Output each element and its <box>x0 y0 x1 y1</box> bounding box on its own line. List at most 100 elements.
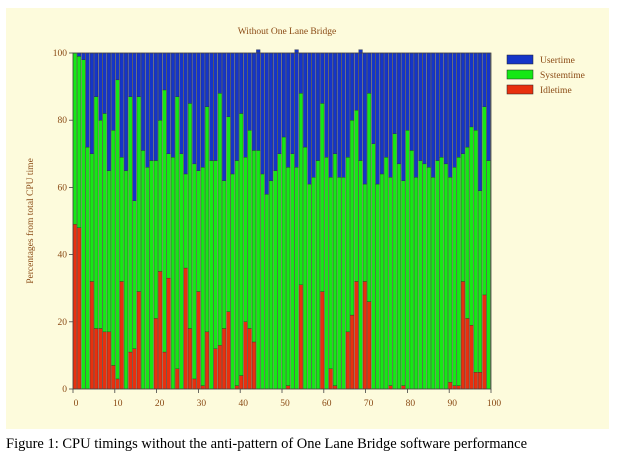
usertime-bar-90 <box>456 52 461 158</box>
idletime-bar-64 <box>345 331 350 390</box>
systemtime-bar-16 <box>141 150 146 390</box>
usertime-bar-7 <box>102 52 107 114</box>
systemtime-bar-72 <box>379 173 384 390</box>
idletime-bar-1 <box>77 227 82 390</box>
idletime-bar-94 <box>473 372 478 390</box>
idletime-bar-11 <box>119 281 124 390</box>
idletime-bar-89 <box>452 385 457 390</box>
systemtime-bar-68 <box>362 183 367 282</box>
idletime-bar-4 <box>89 281 94 390</box>
usertime-bar-36 <box>226 52 231 117</box>
systemtime-bar-62 <box>337 177 342 390</box>
usertime-bar-52 <box>294 49 299 168</box>
x-tick-label-50: 50 <box>280 399 290 409</box>
systemtime-bar-13 <box>128 96 133 353</box>
usertime-bar-13 <box>128 52 133 97</box>
usertime-bar-35 <box>222 52 227 181</box>
systemtime-bar-57 <box>315 160 320 390</box>
usertime-bar-25 <box>179 52 184 154</box>
idletime-bar-8 <box>106 331 111 390</box>
systemtime-bar-65 <box>350 120 355 316</box>
idletime-bar-5 <box>94 328 99 390</box>
idletime-bar-65 <box>350 314 355 390</box>
systemtime-bar-39 <box>239 113 244 376</box>
idletime-bar-10 <box>115 378 120 390</box>
usertime-bar-32 <box>209 52 214 161</box>
idletime-bar-88 <box>448 382 453 390</box>
y-tick-label-100: 100 <box>53 49 68 59</box>
systemtime-bar-15 <box>136 96 141 292</box>
usertime-bar-50 <box>286 52 291 168</box>
usertime-bar-63 <box>341 52 346 178</box>
usertime-bar-96 <box>482 52 487 107</box>
usertime-bar-81 <box>418 52 423 161</box>
usertime-bar-39 <box>239 52 244 114</box>
systemtime-bar-59 <box>324 157 329 390</box>
systemtime-bar-24 <box>175 96 180 369</box>
usertime-bar-78 <box>405 52 410 131</box>
usertime-bar-14 <box>132 52 137 201</box>
systemtime-bar-8 <box>106 170 111 333</box>
systemtime-bar-61 <box>333 153 337 386</box>
usertime-bar-3 <box>85 52 90 148</box>
idletime-bar-90 <box>456 385 461 390</box>
stacked-bar-chart: Without One Lane Bridge Percentages from… <box>25 27 585 409</box>
systemtime-bar-81 <box>418 160 423 390</box>
systemtime-bar-86 <box>439 157 444 390</box>
systemtime-bar-3 <box>85 146 90 390</box>
systemtime-bar-74 <box>388 177 393 386</box>
usertime-bar-89 <box>452 52 457 168</box>
idletime-bar-9 <box>111 365 116 390</box>
usertime-bar-87 <box>443 52 448 165</box>
idletime-bar-53 <box>298 284 303 390</box>
usertime-bar-5 <box>94 52 99 97</box>
systemtime-bar-79 <box>409 150 414 390</box>
usertime-bar-77 <box>401 52 406 181</box>
usertime-bar-16 <box>141 52 146 151</box>
systemtime-bar-93 <box>469 126 474 326</box>
usertime-bar-27 <box>188 52 192 104</box>
idletime-bar-69 <box>367 301 372 390</box>
systemtime-bar-48 <box>277 153 282 390</box>
y-tick-label-60: 60 <box>58 183 68 193</box>
idletime-bar-0 <box>72 224 77 390</box>
usertime-bar-40 <box>243 52 248 158</box>
usertime-bar-11 <box>119 52 124 158</box>
systemtime-bar-19 <box>153 160 158 319</box>
systemtime-bar-6 <box>98 120 103 329</box>
usertime-bar-4 <box>89 52 94 154</box>
systemtime-bar-58 <box>320 103 325 292</box>
systemtime-bar-75 <box>392 133 397 390</box>
usertime-bar-97 <box>486 52 491 161</box>
usertime-bar-45 <box>264 52 269 195</box>
systemtime-bar-63 <box>341 177 346 390</box>
usertime-bar-93 <box>469 52 474 128</box>
usertime-bar-23 <box>170 52 175 158</box>
systemtime-bar-33 <box>213 160 218 349</box>
idletime-bar-6 <box>98 328 103 390</box>
systemtime-bar-85 <box>435 160 440 390</box>
usertime-bar-61 <box>333 52 337 154</box>
usertime-bar-15 <box>136 52 141 97</box>
systemtime-bar-5 <box>94 96 99 329</box>
idletime-bar-28 <box>192 378 197 390</box>
systemtime-bar-12 <box>124 170 129 390</box>
usertime-bar-83 <box>426 52 431 168</box>
systemtime-bar-20 <box>158 120 163 272</box>
idletime-bar-35 <box>222 328 227 390</box>
systemtime-bar-89 <box>452 167 457 386</box>
idletime-bar-15 <box>136 291 141 390</box>
systemtime-bar-56 <box>311 177 316 390</box>
systemtime-bar-53 <box>298 93 303 285</box>
x-tick-label-40: 40 <box>238 399 248 409</box>
systemtime-bar-71 <box>375 183 380 390</box>
x-tick-label-100: 100 <box>487 399 502 409</box>
usertime-bar-71 <box>375 52 380 185</box>
usertime-bar-59 <box>324 52 329 158</box>
systemtime-bar-41 <box>247 130 252 329</box>
usertime-bar-67 <box>358 49 363 161</box>
idletime-bar-96 <box>482 294 487 390</box>
systemtime-bar-7 <box>102 113 107 333</box>
systemtime-bar-34 <box>217 93 222 346</box>
usertime-bar-86 <box>439 52 444 158</box>
